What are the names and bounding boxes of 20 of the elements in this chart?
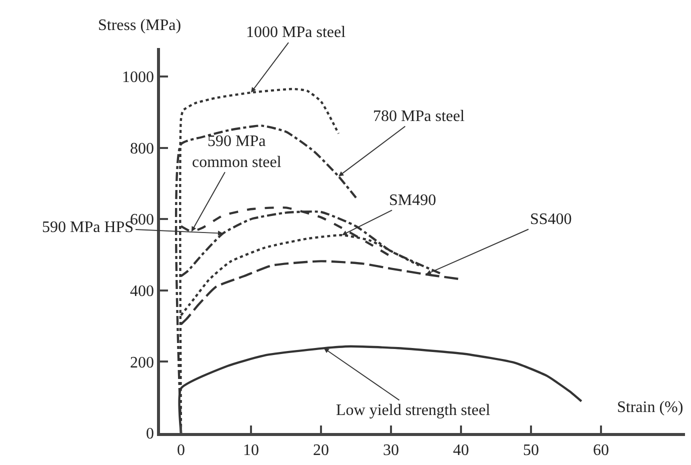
y-tick-label: 0 [146, 426, 154, 443]
y-axis-title: Stress (MPa) [98, 17, 182, 34]
x-axis-title: Strain (%) [617, 399, 684, 416]
text: 1000 MPa steel [246, 24, 346, 41]
text: 590 MPa common steel [192, 133, 282, 171]
x-tick-label: 30 [383, 442, 399, 459]
text: 780 MPa steel [373, 108, 466, 125]
y-tick-label: 200 [130, 354, 154, 372]
y-tick-label: 400 [130, 283, 154, 300]
text: SM490 [389, 192, 436, 209]
x-tick-label: 20 [313, 442, 329, 459]
x-tick-label: 0 [177, 442, 185, 459]
y-tick-label: 800 [130, 140, 154, 158]
text: SS400 [530, 211, 572, 228]
x-tick-label: 50 [523, 442, 539, 459]
y-tick-label: 1000 [122, 69, 154, 86]
x-tick-label: 40 [453, 442, 469, 459]
x-tick-label: 60 [593, 442, 609, 459]
text: Low yield strength steel [336, 402, 491, 419]
x-tick-label: 10 [243, 442, 259, 459]
